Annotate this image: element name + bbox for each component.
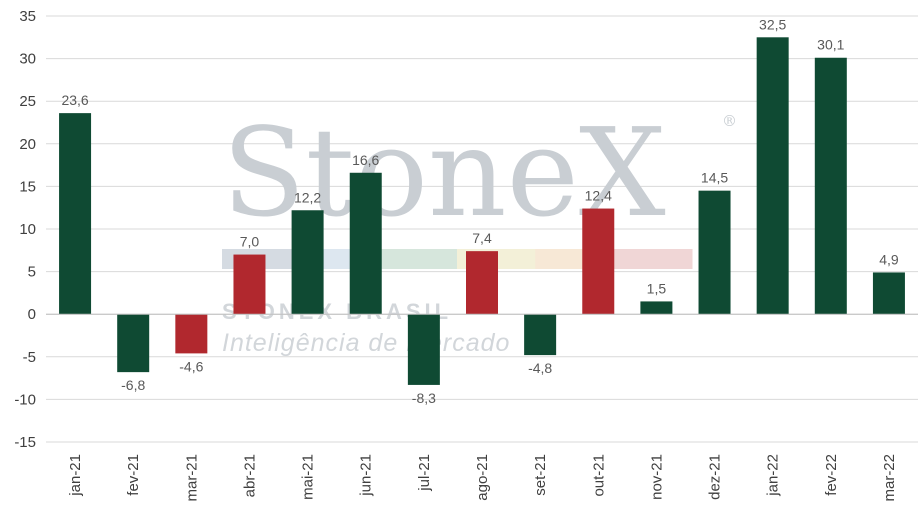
x-axis-tick-labels: jan-21 fev-21 mar-21 abr-21 mai-21 jun-21 jul-… bbox=[67, 454, 898, 502]
watermark-stripe-segment bbox=[378, 249, 458, 269]
data-label: 7,4 bbox=[472, 230, 492, 246]
watermark-tagline: Inteligência de Mercado bbox=[222, 329, 510, 357]
x-tick-label: fev-21 bbox=[125, 454, 142, 496]
bars bbox=[59, 37, 905, 385]
bar bbox=[640, 301, 673, 315]
data-label: 4,9 bbox=[879, 251, 899, 267]
data-label: 30,1 bbox=[817, 37, 844, 53]
x-tick-label: jan-21 bbox=[67, 454, 84, 497]
bar bbox=[233, 254, 266, 315]
y-tick-label: -10 bbox=[14, 391, 36, 408]
data-label: 12,2 bbox=[294, 189, 321, 205]
bar bbox=[582, 208, 615, 315]
y-tick-label: 35 bbox=[19, 8, 36, 25]
data-label: 23,6 bbox=[61, 92, 88, 108]
data-labels: 23,6 -6,8 -4,6 7,0 12,2 16,6 -8,3 7,4 -4,8 12,4 1,… bbox=[61, 16, 898, 406]
data-label: 1,5 bbox=[647, 280, 667, 296]
bar bbox=[117, 314, 150, 373]
x-tick-label: mar-22 bbox=[881, 454, 898, 502]
x-tick-label: mar-21 bbox=[183, 454, 200, 502]
x-tick-label: set-21 bbox=[532, 454, 549, 496]
y-tick-label: 10 bbox=[19, 221, 36, 238]
y-tick-label: -5 bbox=[23, 349, 36, 366]
x-tick-label: fev-22 bbox=[823, 454, 840, 496]
data-label: -8,3 bbox=[412, 390, 436, 406]
y-tick-label: -15 bbox=[14, 434, 36, 451]
y-tick-label: 30 bbox=[19, 51, 36, 68]
data-label: -6,8 bbox=[121, 377, 145, 393]
x-tick-label: jan-22 bbox=[765, 454, 782, 497]
bar bbox=[175, 314, 208, 354]
y-tick-label: 20 bbox=[19, 136, 36, 153]
y-tick-label: 25 bbox=[19, 93, 36, 110]
bar bbox=[524, 314, 557, 356]
bar bbox=[59, 113, 92, 315]
bar bbox=[756, 37, 789, 315]
x-tick-label: abr-21 bbox=[241, 454, 258, 497]
watermark-registered-mark: ® bbox=[722, 112, 737, 130]
y-tick-label: 5 bbox=[28, 264, 36, 281]
data-label: 12,4 bbox=[585, 188, 612, 204]
x-tick-label: nov-21 bbox=[648, 454, 665, 500]
data-label: -4,8 bbox=[528, 360, 552, 376]
x-tick-label: jul-21 bbox=[416, 454, 433, 492]
y-tick-label: 0 bbox=[28, 306, 36, 323]
bar bbox=[466, 251, 498, 315]
data-label: 14,5 bbox=[701, 170, 728, 186]
bar bbox=[291, 210, 324, 315]
bar bbox=[407, 314, 440, 385]
data-label: 16,6 bbox=[352, 152, 379, 168]
data-label: 32,5 bbox=[759, 16, 786, 32]
x-tick-label: jun-21 bbox=[358, 454, 375, 497]
gridlines bbox=[46, 15, 918, 443]
watermark-stripe-segment bbox=[613, 249, 693, 269]
data-label: -4,6 bbox=[179, 358, 203, 374]
bar bbox=[349, 172, 382, 315]
x-tick-label: dez-21 bbox=[707, 454, 724, 500]
bar bbox=[872, 272, 905, 315]
data-label: 7,0 bbox=[240, 234, 260, 250]
x-tick-label: out-21 bbox=[590, 454, 607, 497]
bar bbox=[698, 190, 731, 315]
bar bbox=[814, 57, 847, 315]
x-tick-label: ago-21 bbox=[474, 454, 491, 501]
x-tick-label: mai-21 bbox=[300, 454, 317, 500]
y-axis-tick-labels: 35 30 25 20 15 10 5 0 -5 -10 -15 bbox=[14, 8, 36, 451]
y-tick-label: 15 bbox=[19, 178, 36, 195]
